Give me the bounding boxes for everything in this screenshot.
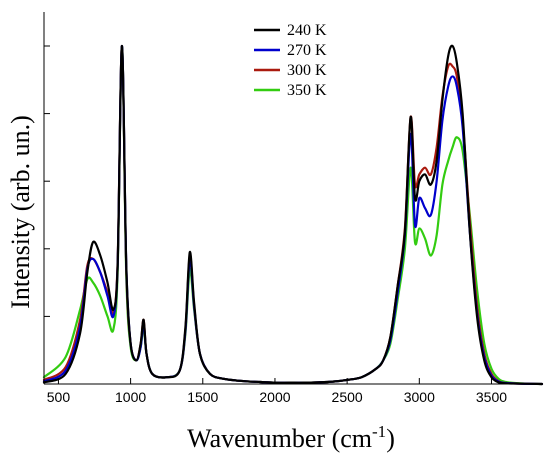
- axes-layer: 500 1000 1500 2000 2500 3000 3500: [43, 12, 542, 405]
- x-axis-title-superscript: -1: [372, 422, 386, 441]
- x-tick-label: 3500: [476, 389, 507, 405]
- x-tick-label: 500: [47, 389, 71, 405]
- x-tick-label: 3000: [404, 389, 435, 405]
- legend-label: 240 K: [287, 22, 327, 39]
- series-layer: [42, 44, 544, 386]
- x-axis-title-main: Wavenumber (cm: [187, 424, 372, 453]
- x-tick-label: 2000: [259, 389, 290, 405]
- legend-label: 300 K: [287, 62, 327, 79]
- legend-label: 270 K: [287, 42, 327, 59]
- x-tick-label: 1000: [115, 389, 146, 405]
- x-tick-label: 2500: [332, 389, 363, 405]
- series-line-240k: [42, 44, 544, 386]
- x-tick-label: 1500: [187, 389, 218, 405]
- y-axis-title: Intensity (arb. un.): [6, 115, 35, 309]
- x-axis-title-suffix: ): [386, 424, 395, 453]
- legend: 240 K 270 K 300 K 350 K: [254, 22, 327, 99]
- legend-label: 350 K: [287, 82, 327, 99]
- x-axis-title: Wavenumber (cm-1): [187, 422, 395, 453]
